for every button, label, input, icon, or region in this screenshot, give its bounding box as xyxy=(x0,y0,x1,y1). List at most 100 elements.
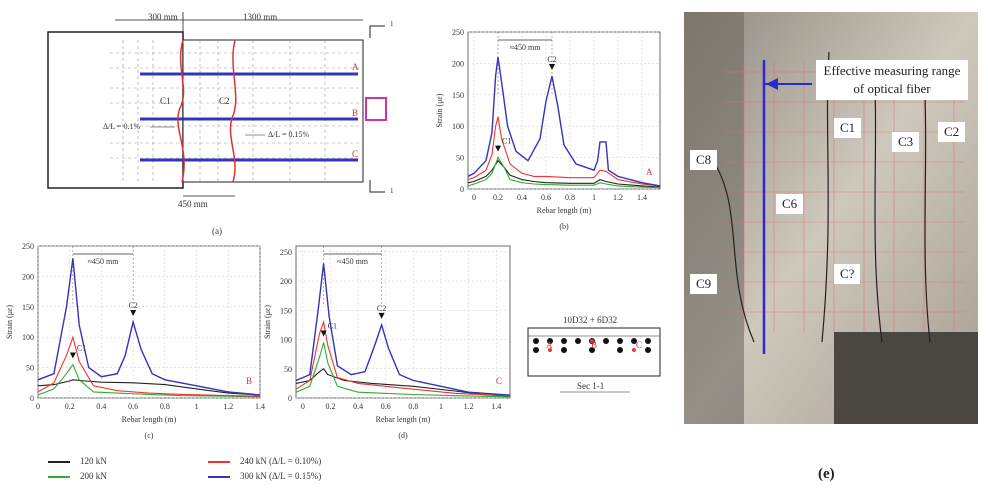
caption-a: (a) xyxy=(212,226,222,236)
legend-item-240: 240 kN (Δ/L = 0.10%) xyxy=(208,456,321,466)
chart-d-peak-label: C1 xyxy=(328,321,337,330)
chart-b-peak-label: C2 xyxy=(547,55,556,64)
chart-b-xtick-label: 0.8 xyxy=(565,193,575,202)
chart-d-ytick-label: 200 xyxy=(280,277,292,286)
panel-a-schematic xyxy=(47,12,387,197)
magnifier-box xyxy=(365,97,387,121)
chart-c-xtick-label: 0 xyxy=(36,402,40,411)
chart-b-xtick-label: 0.6 xyxy=(541,193,551,202)
chart-b-xlabel: Rebar length (m) xyxy=(537,206,592,215)
chart-b: 0 50 100 150 200 250 0 0.2 0.4 0.6 0.8 1 1.2 1.4 ≈450 … xyxy=(435,28,661,231)
chart-d-xtick-label: 1.2 xyxy=(464,402,474,411)
chart-d-xtick-label: 0.8 xyxy=(408,402,418,411)
chart-d: 0 50 100 150 200 250 0 0.2 0.4 0.6 0.8 1 1.2 1.4 ≈450 … xyxy=(263,245,511,440)
ratio-right: Δ/L = 0.15% xyxy=(268,130,310,139)
chart-d-ytick-label: 0 xyxy=(288,394,292,403)
chart-d-ytick-label: 150 xyxy=(280,306,292,315)
chart-b-series-2 xyxy=(467,116,661,187)
chart-c-ytick-label: 0 xyxy=(30,394,34,403)
chart-d-xtick-label: 0.6 xyxy=(381,402,391,411)
chart-d-xtick-label: 0 xyxy=(301,402,305,411)
section-point-c: C xyxy=(636,340,643,350)
chart-c-xtick-label: 1 xyxy=(195,402,199,411)
chart-c-xtick-label: 1.2 xyxy=(223,402,233,411)
ratio-left: Δ/L = 0.1% xyxy=(103,122,141,131)
chart-c-peak-label: C1 xyxy=(77,344,86,353)
chart-c: 0 50 100 150 200 250 0 0.2 0.4 0.6 0.8 1 1.2 1.4 ≈450 … xyxy=(5,242,265,440)
chart-b-span-label: ≈450 mm xyxy=(510,43,542,52)
chart-b-series-0 xyxy=(467,159,661,188)
crack-label-c2: C2 xyxy=(219,96,230,106)
section-top-text: 10D32 + 6D32 xyxy=(563,315,618,325)
chart-d-xtick-label: 1.4 xyxy=(491,402,501,411)
chart-d-ytick-label: 50 xyxy=(284,365,292,374)
chart-b-plot-area xyxy=(467,31,661,190)
chart-d-peak-marker xyxy=(378,312,385,319)
chart-b-series-1 xyxy=(467,156,661,189)
section-mark-top: 1 xyxy=(390,20,394,28)
dim-300: 300 mm xyxy=(148,12,178,22)
chart-c-xlabel: Rebar length (m) xyxy=(122,415,177,424)
legend-item-120: 120 kN xyxy=(48,456,107,466)
chart-d-ytick-label: 100 xyxy=(280,336,292,345)
photo-label-c6: C6 xyxy=(776,194,804,214)
legend: 120 kN 200 kN 240 kN (Δ/L = 0.10%) 300 k… xyxy=(48,456,448,486)
chart-c-plot-area xyxy=(37,245,261,399)
section-bottom-text: Sec 1-1 xyxy=(577,381,605,391)
chart-c-ylabel: Strain (με) xyxy=(5,305,14,339)
chart-b-xtick-label: 0.2 xyxy=(493,193,503,202)
chart-d-ytick-label: 250 xyxy=(280,248,292,257)
chart-d-peak-marker xyxy=(320,330,327,337)
chart-b-ytick-label: 200 xyxy=(452,59,464,68)
photo-label-c3: C3 xyxy=(892,132,920,152)
rebar-label-c: C xyxy=(352,149,359,159)
chart-c-span-label: ≈450 mm xyxy=(88,257,120,266)
chart-d-ylabel: Strain (με) xyxy=(263,305,272,339)
dim-450: 450 mm xyxy=(178,199,208,209)
photo-label-c-unknown: C? xyxy=(834,264,861,284)
chart-b-ytick-label: 50 xyxy=(456,154,464,163)
chart-c-ytick-label: 100 xyxy=(22,333,34,342)
chart-b-xtick-label: 1.4 xyxy=(637,193,647,202)
dim-1300: 1300 mm xyxy=(243,12,278,22)
legend-item-300: 300 kN (Δ/L = 0.15%) xyxy=(208,471,321,481)
chart-b-xtick-label: 0 xyxy=(472,193,476,202)
chart-b-peak-marker xyxy=(549,63,555,70)
rebar-label-b: B xyxy=(352,108,359,118)
caption-e: (e) xyxy=(818,466,835,482)
chart-d-series-2 xyxy=(295,319,511,397)
legend-item-200: 200 kN xyxy=(48,471,107,481)
chart-c-series-3 xyxy=(37,258,261,396)
chart-d-series-3 xyxy=(295,263,511,396)
crack-c1 xyxy=(177,39,185,183)
chart-b-ytick-label: 0 xyxy=(460,185,464,194)
chart-d-caption: (d) xyxy=(398,431,408,440)
chart-c-peak-marker xyxy=(130,310,137,316)
chart-c-caption: (c) xyxy=(145,431,154,440)
chart-c-xtick-label: 0.2 xyxy=(65,402,75,411)
chart-b-peak-marker xyxy=(495,145,501,152)
photo-label-c8: C8 xyxy=(690,150,718,170)
chart-c-peak-marker xyxy=(69,352,76,359)
photo-label-c1: C1 xyxy=(834,118,862,138)
chart-d-xlabel: Rebar length (m) xyxy=(376,415,431,424)
photo-label-c2: C2 xyxy=(938,122,966,142)
chart-c-xtick-label: 0.8 xyxy=(160,402,170,411)
chart-b-peak-label: C1 xyxy=(502,137,511,146)
chart-d-series-1 xyxy=(295,342,511,398)
chart-b-xtick-label: 1 xyxy=(592,193,596,202)
chart-d-series-0 xyxy=(295,368,511,397)
chart-c-ytick-label: 150 xyxy=(22,303,34,312)
chart-d-xtick-label: 0.2 xyxy=(326,402,336,411)
chart-c-xtick-label: 0.6 xyxy=(128,402,138,411)
chart-b-ytick-label: 150 xyxy=(452,91,464,100)
chart-c-xtick-label: 1.4 xyxy=(255,402,265,411)
chart-c-series-1 xyxy=(37,363,261,398)
crack-label-c1: C1 xyxy=(160,96,171,106)
chart-c-peak-label: C2 xyxy=(128,301,137,310)
section-diagram xyxy=(527,327,661,393)
chart-b-xtick-label: 1.2 xyxy=(613,193,623,202)
chart-c-xtick-label: 0.4 xyxy=(96,402,106,411)
beam-body xyxy=(182,39,364,183)
chart-c-series-2 xyxy=(37,335,261,397)
